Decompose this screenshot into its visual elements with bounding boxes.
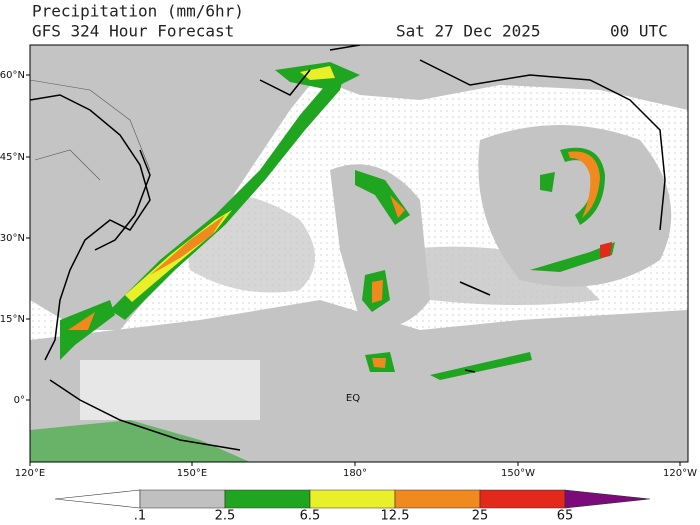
precip-bands xyxy=(30,62,615,462)
lat-label: 45°N xyxy=(0,152,25,163)
colorbar-swatch xyxy=(564,489,651,509)
colorbar-label: 12.5 xyxy=(381,509,410,524)
clear-area xyxy=(80,360,260,420)
time: 00 UTC xyxy=(610,22,668,41)
colorbar: .1 2.5 6.5 12.5 25 65 xyxy=(54,489,651,524)
map-frame xyxy=(29,44,689,463)
lon-label: 120°W xyxy=(663,468,697,479)
map xyxy=(30,45,688,462)
lat-label: 60°N xyxy=(0,70,25,81)
colorbar-swatch xyxy=(394,489,481,509)
subtitle: GFS 324 Hour Forecast xyxy=(32,22,234,41)
colorbar-label: .1 xyxy=(134,509,146,524)
date: Sat 27 Dec 2025 xyxy=(396,22,541,41)
lon-label: 120°E xyxy=(15,468,45,479)
colorbar-label: 65 xyxy=(557,509,574,524)
lon-label: 150°W xyxy=(501,468,535,479)
colorbar-swatch xyxy=(54,489,141,509)
lat-label: 0° xyxy=(14,395,25,406)
colorbar-label: 2.5 xyxy=(215,509,236,524)
colorbar-swatch xyxy=(479,489,566,509)
lat-label: 30°N xyxy=(0,233,25,244)
title: Precipitation (mm/6hr) xyxy=(32,2,244,21)
lon-label: 180° xyxy=(343,468,367,479)
lon-label: 150°E xyxy=(177,468,207,479)
coastlines xyxy=(30,45,666,451)
equator-label: EQ xyxy=(346,393,360,404)
colorbar-swatch xyxy=(309,489,396,509)
colorbar-swatch xyxy=(224,489,311,509)
colorbar-label: 6.5 xyxy=(300,509,321,524)
lat-label: 15°N xyxy=(0,314,25,325)
colorbar-label: 25 xyxy=(472,509,489,524)
colorbar-swatch xyxy=(139,489,226,509)
borders xyxy=(30,79,151,181)
axes: 60°N 45°N 30°N 15°N 0° 120°E 150°E 180° 150°W 120… xyxy=(0,70,697,479)
